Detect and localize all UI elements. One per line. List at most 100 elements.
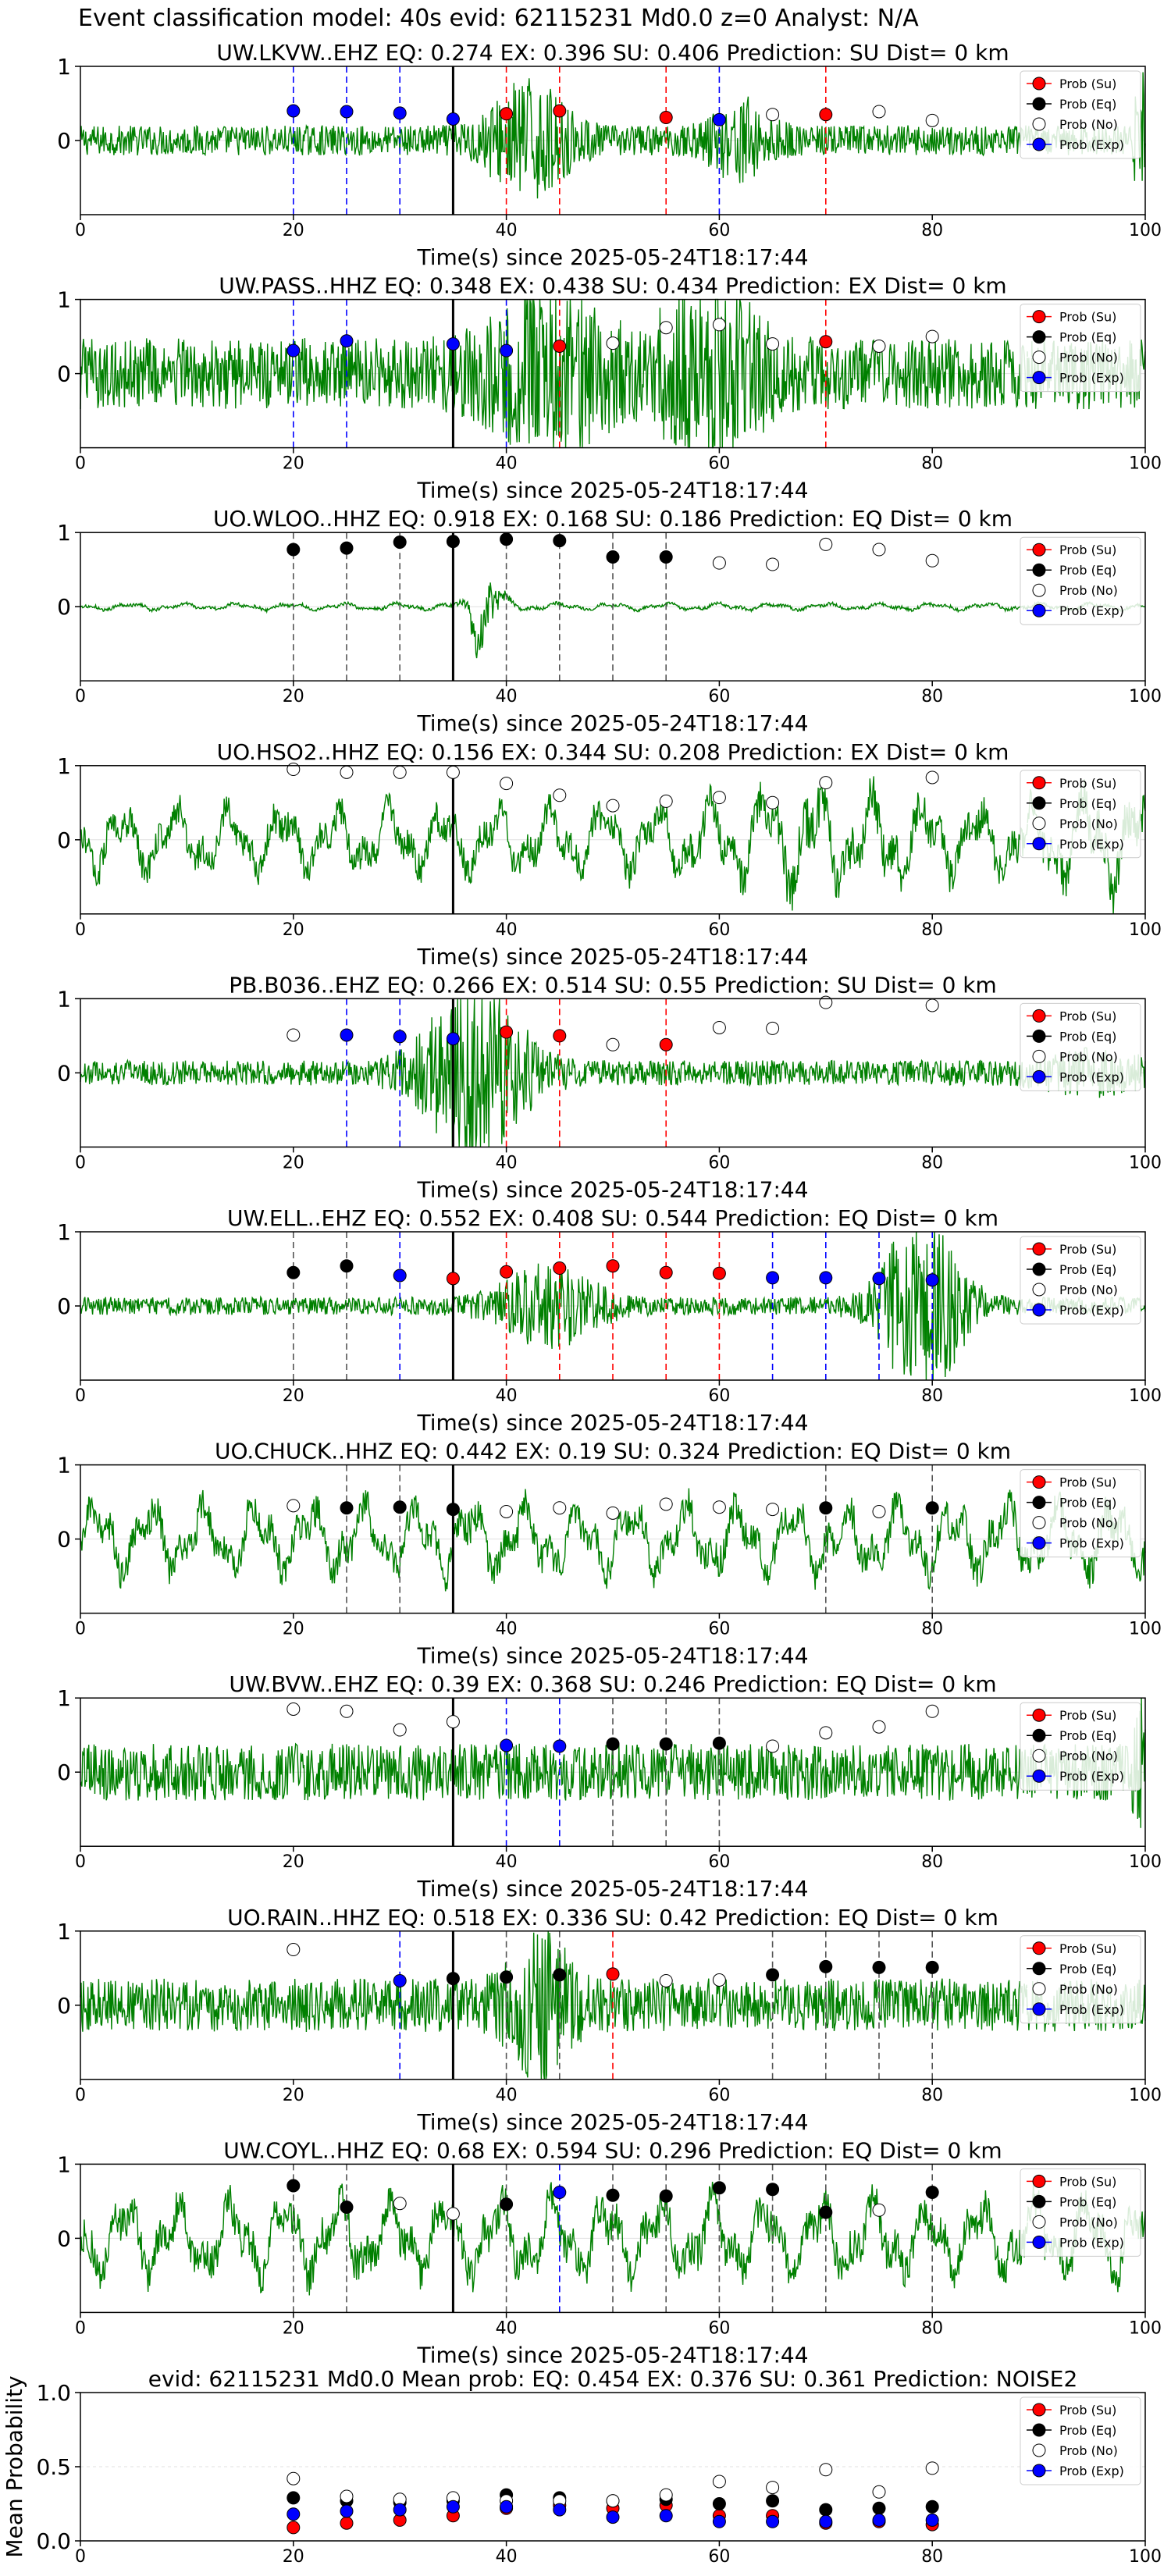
x-tick-label: 80 [921,2318,943,2338]
y-tick-label: 1 [57,1685,71,1711]
legend-marker [1032,2002,1046,2016]
prob-point-eq [340,1259,354,1273]
prob-point-exp [446,1032,460,1046]
prob-point-exp [393,1030,407,1044]
legend-marker [1032,330,1046,344]
x-tick-label: 60 [708,2547,730,2567]
x-tick-label: 60 [708,1852,730,1872]
x-tick-label: 0 [75,687,86,706]
prob-point-eq [659,1737,673,1751]
prob-point-no [659,1973,673,1987]
x-tick-label: 20 [283,221,304,240]
legend-label: Prob (No) [1059,2215,1118,2229]
prob-point-exp [393,1973,407,1987]
prob-point-eq [340,541,354,555]
y-tick-label: 0 [57,1060,71,1086]
prob-point-exp [287,343,301,358]
prob-point-no [393,2197,407,2211]
x-tick-label: 0 [75,1620,86,1639]
prob-point-no [925,998,939,1012]
mean-point-eq [925,2500,939,2514]
mean-point-exp [446,2500,460,2514]
legend-box [1020,1002,1141,1091]
legend-label: Prob (Eq) [1059,1728,1116,1743]
prob-point-no [393,765,407,779]
prob-point-eq [766,2183,780,2197]
prob-point-no [500,777,514,791]
x-tick-label: 20 [283,1852,304,1872]
legend-marker [1032,2235,1046,2249]
station-panel: UW.ELL..EHZ EQ: 0.552 EX: 0.408 SU: 0.54… [57,1205,1162,1436]
prob-point-no [712,791,726,805]
legend-marker [1032,1009,1046,1023]
prob-point-su [819,335,833,349]
legend-box [1020,2168,1141,2257]
prob-point-eq [712,2181,726,2195]
waveform-trace [80,998,1146,1147]
y-tick-label: 0 [57,594,71,620]
y-tick-label: 0 [57,2226,71,2251]
legend-box [1020,70,1141,159]
mean-point-no [872,2485,886,2499]
prob-point-no [553,788,567,802]
prob-point-eq [872,1960,886,1974]
legend-label: Prob (Exp) [1059,1769,1124,1784]
prob-point-eq [287,543,301,557]
station-panel: UW.PASS..HHZ EQ: 0.348 EX: 0.438 SU: 0.4… [57,273,1162,503]
x-axis-label: Time(s) since 2025-05-24T18:17:44 [416,1410,808,1436]
prob-point-su [659,1265,673,1279]
y-tick-label: 1 [57,986,71,1012]
prob-point-no [606,1506,620,1520]
prob-point-eq [606,1737,620,1751]
legend-marker [1032,76,1046,91]
y-tick-label: 0 [57,1993,71,2019]
y-tick-label: 1 [57,520,71,546]
legend-label: Prob (No) [1059,1283,1118,1297]
prob-point-no [553,1501,567,1515]
legend-marker [1032,543,1046,557]
prob-point-su [606,1259,620,1273]
x-tick-label: 0 [75,1153,86,1172]
prob-point-exp [340,105,354,119]
x-tick-label: 60 [708,2086,730,2105]
legend-label: Prob (Eq) [1059,2423,1116,2438]
prob-point-su [819,108,833,122]
y-tick-label: 0 [57,128,71,154]
mean-point-eq [766,2494,780,2508]
y-tick-label: 0 [57,1759,71,1785]
x-axis-label: Time(s) since 2025-05-24T18:17:44 [416,1876,808,1902]
x-axis-label: Time(s) since 2025-05-24T18:17:44 [416,1643,808,1669]
x-tick-label: 0 [75,1852,86,1872]
prob-point-eq [553,1968,567,1982]
prob-point-eq [500,2197,514,2211]
x-tick-label: 100 [1129,687,1162,706]
prob-point-exp [393,106,407,120]
mean-point-no [659,2488,673,2502]
prob-point-eq [659,2189,673,2203]
prob-point-su [712,1266,726,1280]
legend-label: Prob (No) [1059,1049,1118,1064]
y-tick-label: 1 [57,287,71,313]
x-tick-label: 100 [1129,1386,1162,1406]
x-tick-label: 80 [921,2547,943,2567]
prob-point-no [659,1497,673,1511]
legend-marker [1032,1708,1046,1722]
y-tick-label: 0 [57,1293,71,1319]
prob-point-eq [393,1500,407,1514]
mean-point-exp [819,2514,833,2528]
waveform-trace [80,776,1146,914]
legend-marker [1032,2443,1046,2457]
x-tick-label: 40 [496,2547,518,2567]
legend-label: Prob (Exp) [1059,1069,1124,1084]
legend-marker [1032,350,1046,365]
legend-label: Prob (No) [1059,1982,1118,1997]
mean-point-eq [287,2491,301,2505]
legend-marker [1032,1536,1046,1550]
mean-point-exp [659,2509,673,2523]
y-tick-label: 1 [57,1453,71,1478]
x-tick-label: 40 [496,920,518,940]
prob-point-no [500,1504,514,1518]
x-tick-label: 80 [921,687,943,706]
station-panel: UO.WLOO..HHZ EQ: 0.918 EX: 0.168 SU: 0.1… [57,506,1162,736]
